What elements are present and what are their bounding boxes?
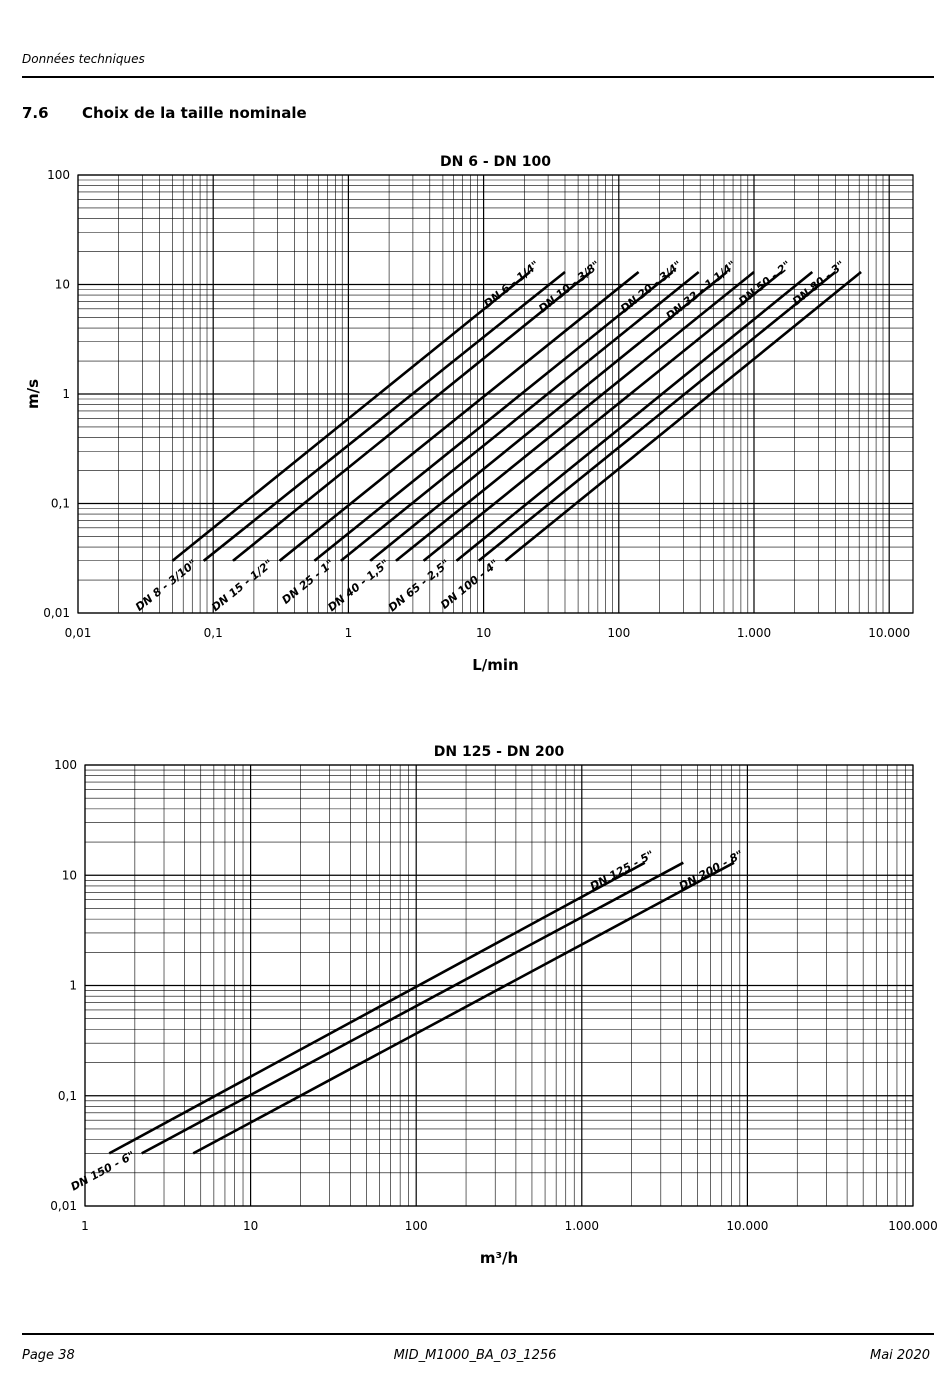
y-tick-label: 1 <box>69 979 77 993</box>
x-tick-label: 100.000 <box>888 1219 938 1233</box>
series-line <box>477 270 837 562</box>
series-label: DN 50 - 2" <box>736 258 793 308</box>
y-tick-label: 0,1 <box>58 1089 77 1103</box>
y-tick-label: 100 <box>47 168 70 182</box>
plot-frame <box>84 764 914 1207</box>
y-tick-label: 10 <box>55 278 70 292</box>
series-line <box>369 270 728 562</box>
y-tick-label: 10 <box>62 868 77 882</box>
x-tick-label: 10 <box>476 626 491 640</box>
y-tick-label: 0,01 <box>43 606 70 620</box>
x-tick-label: 0,01 <box>65 626 92 640</box>
series-line <box>504 270 862 562</box>
y-axis-label: m/s <box>24 379 42 409</box>
footer-doc-id: MID_M1000_BA_03_1256 <box>393 1348 557 1363</box>
series-label: DN 8 - 3/10" <box>133 557 200 614</box>
y-tick-label: 0,1 <box>51 497 70 511</box>
chart-title: DN 125 - DN 200 <box>434 744 565 760</box>
footer-page: Page 38 <box>22 1348 75 1363</box>
x-tick-label: 10.000 <box>868 626 910 640</box>
y-tick-label: 100 <box>54 758 77 772</box>
y-tick-label: 1 <box>62 387 70 401</box>
x-tick-label: 1 <box>345 626 353 640</box>
series-line <box>422 270 783 562</box>
x-axis-label: L/min <box>472 656 519 674</box>
x-tick-label: 10 <box>243 1219 258 1233</box>
x-tick-label: 10.000 <box>726 1219 768 1233</box>
series-label: DN 15 - 1/2" <box>209 557 275 614</box>
x-tick-label: 1 <box>81 1219 89 1233</box>
series-line <box>313 270 674 562</box>
x-tick-label: 100 <box>405 1219 428 1233</box>
series-line <box>108 861 646 1155</box>
series-line <box>232 270 592 562</box>
grid <box>77 174 913 614</box>
x-tick-label: 0,1 <box>204 626 223 640</box>
series-line <box>455 270 814 562</box>
running-header: Données techniques <box>22 52 145 66</box>
series-label: DN 25 - 1" <box>279 557 336 607</box>
x-axis-label: m³/h <box>480 1249 518 1267</box>
chart-title: DN 6 - DN 100 <box>440 154 551 170</box>
chart-dn125-dn200: DN 125 - DN 200 1 10 100 1.000 10.000 100.000 0… <box>50 744 938 1267</box>
plot-frame <box>77 174 914 614</box>
series-line <box>171 270 531 562</box>
x-tick-label: 1.000 <box>737 626 771 640</box>
x-tick-label: 1.000 <box>565 1219 599 1233</box>
series-line <box>202 270 566 562</box>
header-rule <box>22 76 934 78</box>
x-tick-label: 100 <box>607 626 630 640</box>
series-label: DN 125 - 5" <box>588 848 656 893</box>
chart-dn6-dn100: DN 6 - DN 100 0,01 0,1 1 10 100 1.000 10.000 0,0… <box>24 154 914 674</box>
footer-rule <box>22 1333 934 1335</box>
footer-date: Mai 2020 <box>869 1348 930 1363</box>
section-number: 7.6 <box>22 104 49 122</box>
series-line <box>395 270 755 562</box>
series-line <box>192 861 735 1155</box>
series-label: DN 150 - 6" <box>69 1149 137 1194</box>
series-line <box>141 861 684 1155</box>
section-title: Choix de la taille nominale <box>82 104 307 122</box>
y-tick-label: 0,01 <box>50 1199 77 1213</box>
series-line <box>278 270 640 562</box>
grid <box>84 764 914 1207</box>
series-line <box>340 270 700 562</box>
